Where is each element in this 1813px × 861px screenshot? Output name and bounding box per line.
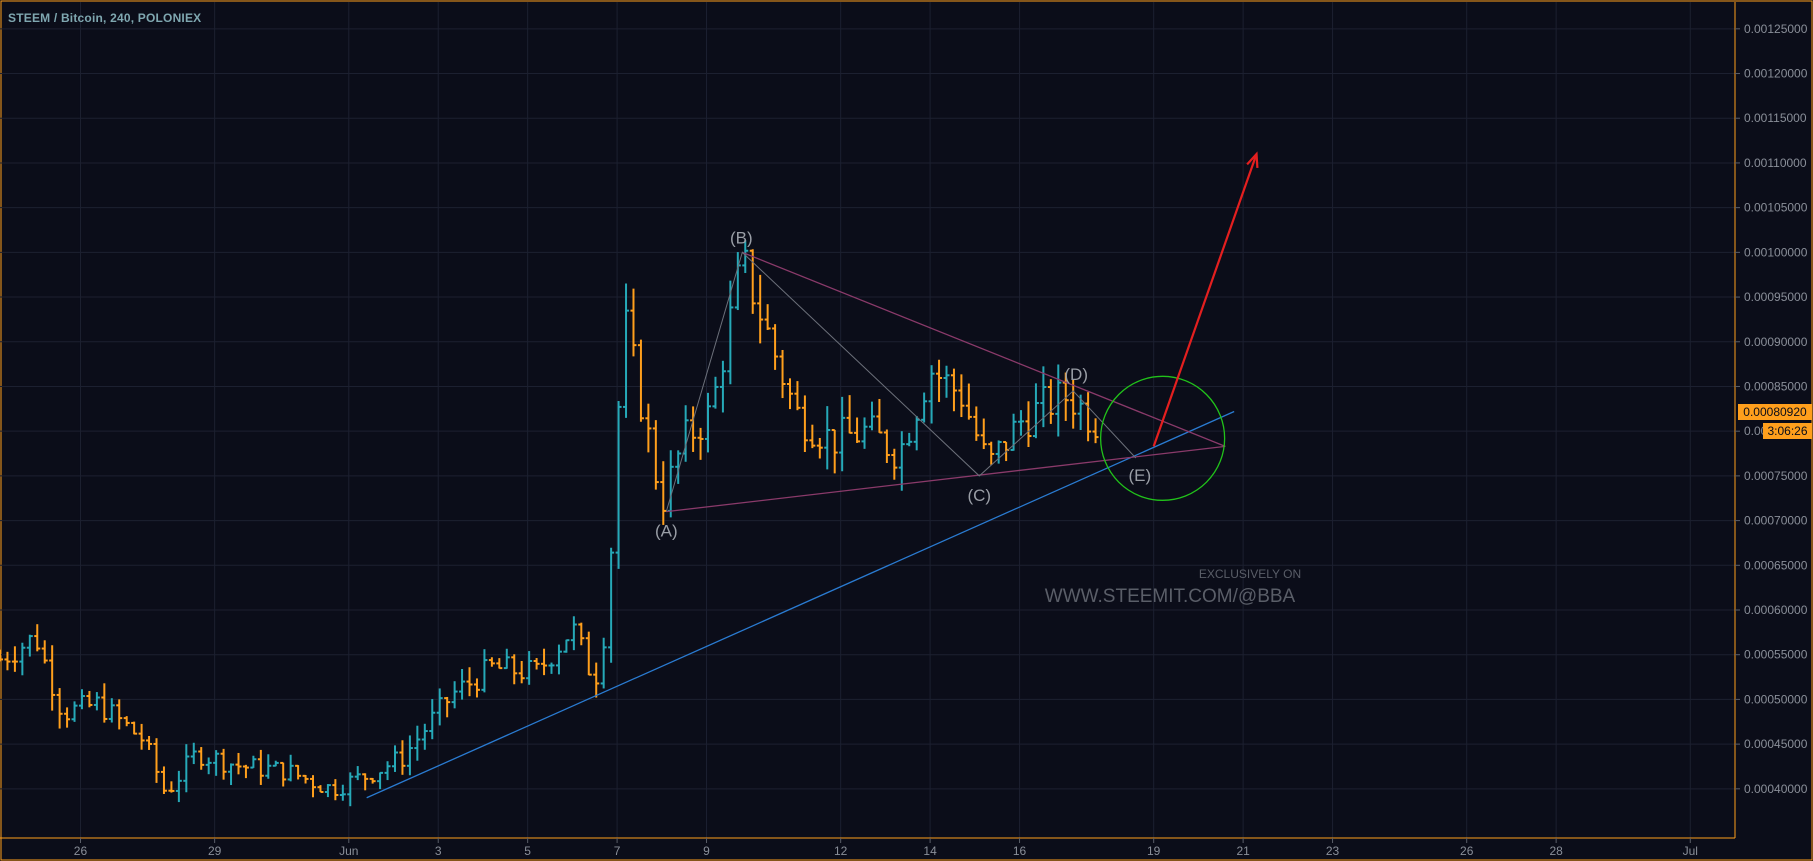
wave-label: (E) <box>1128 466 1151 485</box>
time-tick-label: 3 <box>435 844 442 858</box>
price-tick-label: 0.00050000 <box>1744 692 1808 706</box>
time-tick-label: 28 <box>1549 844 1563 858</box>
target-circle <box>1099 375 1226 501</box>
price-tick-label: 0.00125000 <box>1744 22 1808 36</box>
drawings: (A) (B) (C) (D) (E) <box>366 151 1259 799</box>
wave-label: (C) <box>967 486 991 505</box>
time-tick-label: 5 <box>524 844 531 858</box>
time-tick-label: 26 <box>74 844 88 858</box>
price-tick-label: 0.00085000 <box>1744 379 1808 393</box>
price-tick-label: 0.00045000 <box>1744 737 1808 751</box>
price-tick-label: 0.00090000 <box>1744 335 1808 349</box>
triangle-upper-line <box>742 251 1226 447</box>
time-tick-label: 14 <box>923 844 937 858</box>
wave-label: (B) <box>730 228 753 247</box>
watermark-big: WWW.STEEMIT.COM/@BBA <box>1044 586 1296 607</box>
time-tick-label: 12 <box>834 844 848 858</box>
trendline <box>366 410 1235 799</box>
price-tick-label: 0.00065000 <box>1744 558 1808 572</box>
time-tick-label: 29 <box>208 844 222 858</box>
grid-lines <box>0 2 1735 838</box>
price-bars <box>0 240 1099 807</box>
price-tick-label: 0.00060000 <box>1744 603 1808 617</box>
price-tick-label: 0.00100000 <box>1744 245 1808 259</box>
breakout-arrow <box>1152 153 1258 447</box>
time-tick-label: 21 <box>1236 844 1250 858</box>
wave-path <box>665 251 1137 512</box>
time-tick-label: 23 <box>1326 844 1340 858</box>
breakout-arrow-head <box>1246 151 1259 169</box>
time-axis[interactable]: 26 29 Jun 3 5 7 9 12 14 16 19 21 23 26 28 Jul <box>0 837 1735 858</box>
price-tick-label: 0.00070000 <box>1744 514 1808 528</box>
time-tick-label: 19 <box>1147 844 1161 858</box>
time-tick-label: Jul <box>1683 844 1698 858</box>
last-price-label: 0.00080920 <box>1738 404 1812 420</box>
triangle-lower-line <box>666 445 1226 513</box>
price-tick-label: 0.00105000 <box>1744 201 1808 215</box>
price-tick-label: 0.00120000 <box>1744 67 1808 81</box>
wave-label: (D) <box>1064 365 1088 384</box>
chart-title: STEEM / Bitcoin, 240, POLONIEX <box>8 11 202 25</box>
wave-label: (A) <box>655 522 678 541</box>
price-tick-label: 0.00075000 <box>1744 469 1808 483</box>
price-tick-label: 0.00110000 <box>1744 156 1807 170</box>
time-tick-label: 26 <box>1460 844 1474 858</box>
time-tick-label: Jun <box>339 844 358 858</box>
bar-countdown-label: 3:06:26 <box>1763 423 1812 439</box>
price-tick-label: 0.00115000 <box>1744 111 1807 125</box>
watermark-small: EXCLUSIVELY ON <box>1198 567 1302 581</box>
price-tick-label: 0.00095000 <box>1744 290 1808 304</box>
price-tick-label: 0.00040000 <box>1744 782 1808 796</box>
time-tick-label: 9 <box>703 844 710 858</box>
price-axis[interactable]: 0.00040000 0.00045000 0.00050000 0.00055000… <box>1734 2 1808 838</box>
time-tick-label: 7 <box>614 844 621 858</box>
price-tick-label: 0.00055000 <box>1744 648 1808 662</box>
time-tick-label: 16 <box>1013 844 1027 858</box>
